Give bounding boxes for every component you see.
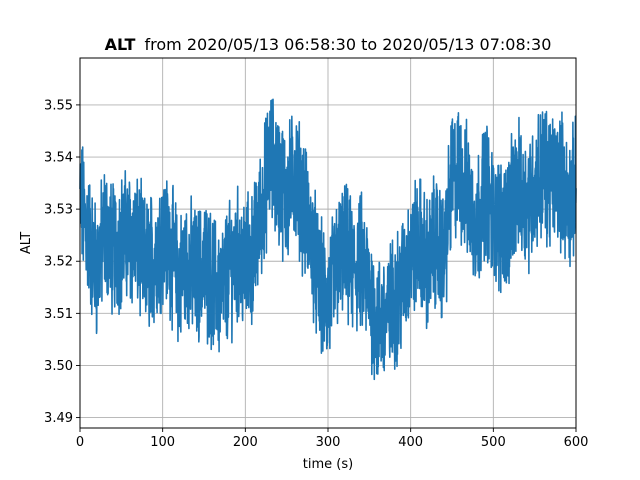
data-point [435, 240, 436, 241]
data-point [96, 271, 97, 272]
data-point [369, 292, 370, 293]
chart-title: ALT from 2020/05/13 06:58:30 to 2020/05/… [105, 35, 552, 54]
data-point [253, 255, 254, 256]
data-point [294, 172, 295, 173]
y-tick-label: 3.49 [44, 411, 73, 426]
data-point [327, 302, 328, 303]
data-point [286, 198, 287, 199]
data-point [187, 261, 188, 262]
data-point [460, 172, 461, 173]
data-point [203, 266, 204, 267]
y-tick-label: 3.52 [44, 255, 73, 270]
chart-title-rest: from 2020/05/13 06:58:30 to 2020/05/13 0… [145, 35, 552, 54]
data-point [236, 255, 237, 256]
data-point [493, 219, 494, 220]
series-line [79, 98, 577, 381]
data-point [468, 198, 469, 199]
data-point [484, 182, 485, 183]
x-axis-label: time (s) [303, 457, 353, 472]
data-point [319, 287, 320, 288]
data-point [501, 224, 502, 225]
data-point [551, 182, 552, 183]
data-point [261, 209, 262, 210]
x-tick-label: 500 [481, 435, 506, 450]
x-tick-label: 400 [398, 435, 423, 450]
x-tick-label: 600 [564, 435, 589, 450]
data-point [443, 261, 444, 262]
x-axis: 0 100 200 300 400 500 600 [76, 428, 589, 450]
data-point [410, 255, 411, 256]
x-tick-label: 0 [76, 435, 84, 450]
y-tick-label: 3.50 [44, 359, 73, 374]
data-point [360, 261, 361, 262]
data-point [377, 323, 378, 324]
data-point [270, 156, 271, 157]
data-point [518, 188, 519, 189]
data-point [542, 167, 543, 168]
x-tick-label: 300 [316, 435, 341, 450]
data-point [88, 235, 89, 236]
data-point [476, 224, 477, 225]
series-layer [79, 98, 577, 381]
data-point [212, 281, 213, 282]
data-point [427, 266, 428, 267]
data-point [137, 245, 138, 246]
data-point [311, 240, 312, 241]
y-tick-label: 3.55 [44, 98, 73, 113]
chart-title-bold: ALT [105, 35, 136, 54]
data-point [451, 177, 452, 178]
data-point [402, 281, 403, 282]
data-point [179, 281, 180, 282]
data-point [336, 266, 337, 267]
data-point [121, 240, 122, 241]
data-point [567, 203, 568, 204]
data-point [195, 276, 196, 277]
data-point [154, 255, 155, 256]
data-point [245, 266, 246, 267]
data-point [418, 240, 419, 241]
y-tick-label: 3.54 [44, 151, 73, 166]
data-point [559, 172, 560, 173]
data-point [112, 250, 113, 251]
data-point [303, 203, 304, 204]
data-point [352, 271, 353, 272]
data-point [170, 250, 171, 251]
data-point [129, 235, 130, 236]
data-point [385, 318, 386, 319]
x-tick-label: 200 [233, 435, 258, 450]
y-axis-label: ALT [19, 232, 34, 254]
data-point [278, 177, 279, 178]
y-tick-label: 3.53 [44, 203, 73, 218]
data-point [534, 188, 535, 189]
data-point [104, 229, 105, 230]
data-point [220, 292, 221, 293]
data-point [228, 271, 229, 272]
data-point [146, 266, 147, 267]
data-point [509, 214, 510, 215]
data-point [162, 235, 163, 236]
data-point [394, 302, 395, 303]
x-tick-label: 100 [150, 435, 175, 450]
y-axis: 3.49 3.50 3.51 3.52 3.53 3.54 3.55 [44, 98, 80, 426]
y-tick-label: 3.51 [44, 307, 73, 322]
data-point [344, 250, 345, 251]
data-point [526, 203, 527, 204]
